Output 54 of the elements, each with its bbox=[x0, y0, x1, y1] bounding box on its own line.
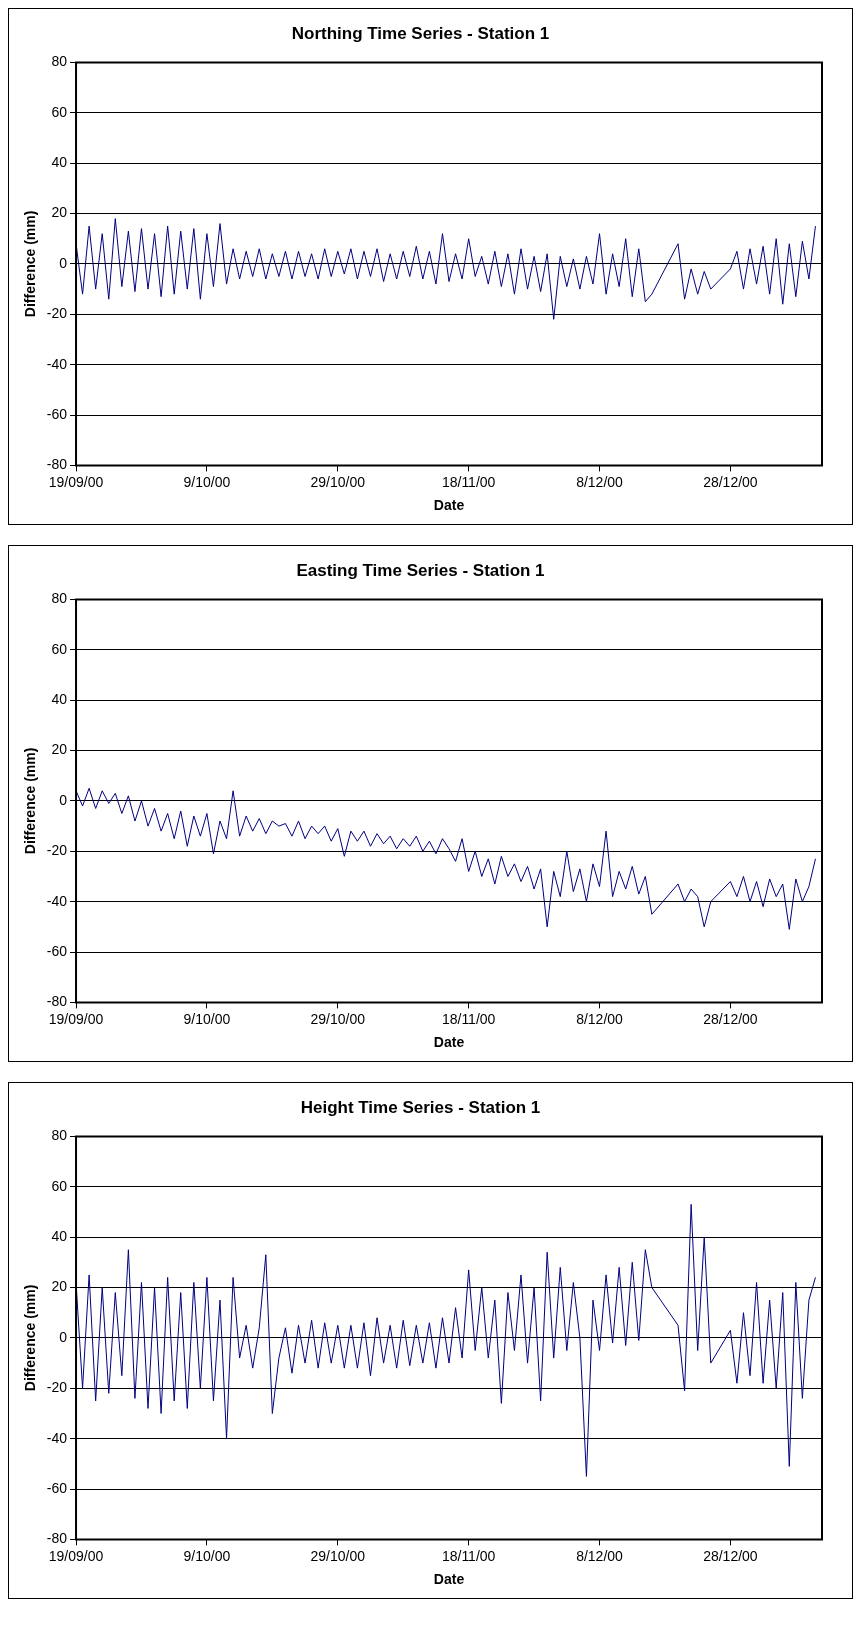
x-axis-title: Date bbox=[433, 1571, 465, 1588]
x-tick-label: 29/10/00 bbox=[310, 1010, 366, 1027]
x-tick-label: 28/12/00 bbox=[703, 1010, 758, 1027]
x-tick-label: 8/12/00 bbox=[576, 1010, 624, 1027]
y-tick-label: 80 bbox=[51, 53, 68, 70]
y-tick-label: 0 bbox=[59, 254, 68, 271]
chart-title: Easting Time Series - Station 1 bbox=[296, 560, 545, 580]
y-tick-label: -80 bbox=[46, 456, 68, 473]
y-axis-title: Difference (mm) bbox=[22, 210, 39, 318]
y-tick-label: 0 bbox=[59, 791, 68, 808]
y-tick-label: 60 bbox=[51, 1177, 68, 1194]
y-tick-label: -20 bbox=[46, 1379, 68, 1396]
y-tick-label: -80 bbox=[46, 993, 68, 1010]
x-tick-label: 19/09/00 bbox=[48, 1010, 104, 1027]
chart-title: Northing Time Series - Station 1 bbox=[291, 23, 550, 43]
y-tick-label: 40 bbox=[51, 691, 68, 708]
x-tick-label: 28/12/00 bbox=[703, 1547, 758, 1564]
y-tick-label: 20 bbox=[51, 204, 68, 221]
y-tick-label: -40 bbox=[46, 1429, 68, 1446]
x-axis-title: Date bbox=[433, 497, 465, 514]
x-tick-label: 8/12/00 bbox=[576, 473, 624, 490]
x-tick-label: 29/10/00 bbox=[310, 1547, 366, 1564]
x-tick-label: 9/10/00 bbox=[183, 1547, 231, 1564]
chart-title: Height Time Series - Station 1 bbox=[300, 1097, 541, 1117]
y-tick-label: -60 bbox=[46, 942, 68, 959]
y-tick-label: 60 bbox=[51, 103, 68, 120]
y-tick-label: -40 bbox=[46, 892, 68, 909]
y-tick-label: -60 bbox=[46, 1479, 68, 1496]
x-tick-label: 19/09/00 bbox=[48, 473, 104, 490]
y-tick-label: 80 bbox=[51, 1127, 68, 1144]
y-tick-label: 20 bbox=[51, 1278, 68, 1295]
x-tick-label: 29/10/00 bbox=[310, 473, 366, 490]
x-tick-label: 9/10/00 bbox=[183, 473, 231, 490]
y-tick-label: -20 bbox=[46, 842, 68, 859]
x-tick-label: 28/12/00 bbox=[703, 473, 758, 490]
x-tick-label: 18/11/00 bbox=[441, 1010, 496, 1027]
y-tick-label: 60 bbox=[51, 640, 68, 657]
x-tick-label: 18/11/00 bbox=[441, 473, 496, 490]
y-tick-label: -60 bbox=[46, 405, 68, 422]
y-tick-label: -20 bbox=[46, 305, 68, 322]
y-tick-label: 20 bbox=[51, 741, 68, 758]
y-tick-label: -80 bbox=[46, 1530, 68, 1547]
y-axis-title: Difference (mm) bbox=[22, 747, 39, 855]
y-axis-title: Difference (mm) bbox=[22, 1284, 39, 1392]
x-tick-label: 9/10/00 bbox=[183, 1010, 231, 1027]
x-tick-label: 19/09/00 bbox=[48, 1547, 104, 1564]
y-tick-label: 40 bbox=[51, 1228, 68, 1245]
y-tick-label: -40 bbox=[46, 355, 68, 372]
x-tick-label: 18/11/00 bbox=[441, 1547, 496, 1564]
y-tick-label: 0 bbox=[59, 1328, 68, 1345]
x-tick-label: 8/12/00 bbox=[576, 1547, 624, 1564]
y-tick-label: 80 bbox=[51, 590, 68, 607]
y-tick-label: 40 bbox=[51, 154, 68, 171]
x-axis-title: Date bbox=[433, 1034, 465, 1051]
